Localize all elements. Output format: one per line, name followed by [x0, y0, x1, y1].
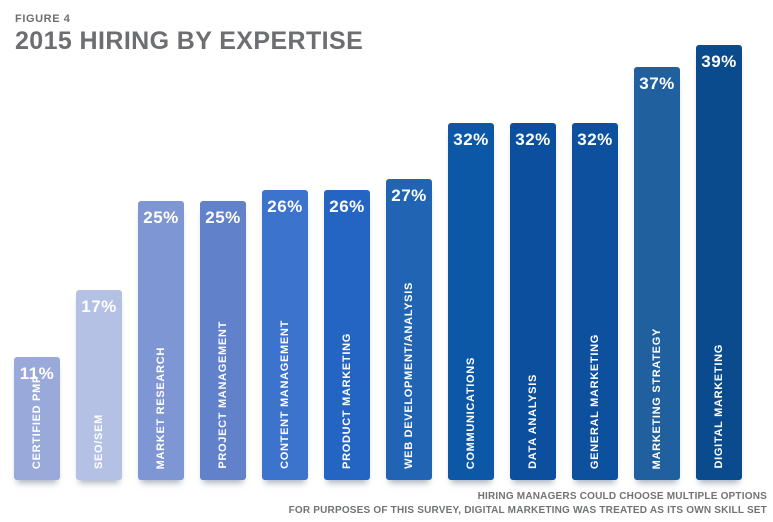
chart-title: 2015 HIRING BY EXPERTISE	[15, 27, 364, 55]
bar: 25% MARKET RESEARCH	[138, 201, 184, 480]
bar-value-label: 17%	[81, 297, 117, 316]
bar-value-label: 11%	[19, 364, 55, 383]
bar-value-label: 26%	[267, 197, 303, 216]
bar: 32% COMMUNICATIONS	[448, 123, 494, 480]
bar-value-label: 32%	[577, 130, 613, 149]
chart-footnotes: HIRING MANAGERS COULD CHOOSE MULTIPLE OP…	[289, 490, 767, 518]
bar-value-label: 39%	[701, 52, 737, 71]
bar-value-label: 37%	[639, 74, 675, 93]
bar-category-label: COMMUNICATIONS	[465, 356, 477, 469]
bar-value-label: 32%	[515, 130, 551, 149]
bar-category-label: CERTIFIED PMP	[31, 374, 43, 469]
bar-category-label: GENERAL MARKETING	[589, 333, 601, 469]
bar: 39% DIGITAL MARKETING	[696, 45, 742, 480]
bar-category-label: CONTENT MANAGEMENT	[279, 320, 291, 469]
bar-value-label: 32%	[453, 130, 489, 149]
bar-value-label: 25%	[143, 208, 179, 227]
bar: 17% SEO/SEM	[76, 290, 122, 480]
bar: 26% CONTENT MANAGEMENT	[262, 190, 308, 480]
bar: 25% PROJECT MANAGEMENT	[200, 201, 246, 480]
bar: 26% PRODUCT MARKETING	[324, 190, 370, 480]
bar-value-label: 27%	[391, 186, 427, 205]
bar: 11% CERTIFIED PMP	[14, 357, 60, 480]
bar: 27% WEB DEVELOPMENT/ANALYSIS	[386, 179, 432, 480]
bar: 37% MARKETING STRATEGY	[634, 67, 680, 480]
footnote-line-2: FOR PURPOSES OF THIS SURVEY, DIGITAL MAR…	[288, 505, 767, 516]
bar-category-label: PRODUCT MARKETING	[341, 333, 353, 469]
bar-value-label: 25%	[205, 208, 241, 227]
footnote-line-1: HIRING MANAGERS COULD CHOOSE MULTIPLE OP…	[477, 491, 767, 502]
bar-category-label: MARKETING STRATEGY	[651, 327, 663, 469]
bar: 32% DATA ANALYSIS	[510, 123, 556, 480]
bar-category-label: DATA ANALYSIS	[527, 374, 539, 469]
bar-category-label: DIGITAL MARKETING	[713, 344, 725, 469]
figure-label: FIGURE 4	[15, 13, 71, 25]
bar-value-label: 26%	[329, 197, 365, 216]
bar-category-label: PROJECT MANAGEMENT	[217, 321, 229, 469]
bar-category-label: SEO/SEM	[93, 413, 105, 469]
bar-category-label: MARKET RESEARCH	[155, 346, 167, 469]
bar: 32% GENERAL MARKETING	[572, 123, 618, 480]
bar-category-label: WEB DEVELOPMENT/ANALYSIS	[403, 282, 415, 469]
bar-chart: 11% CERTIFIED PMP 17% SEO/SEM 25% MARKET…	[14, 0, 742, 480]
chart-header: FIGURE 4 2015 HIRING BY EXPERTISE	[15, 13, 363, 56]
